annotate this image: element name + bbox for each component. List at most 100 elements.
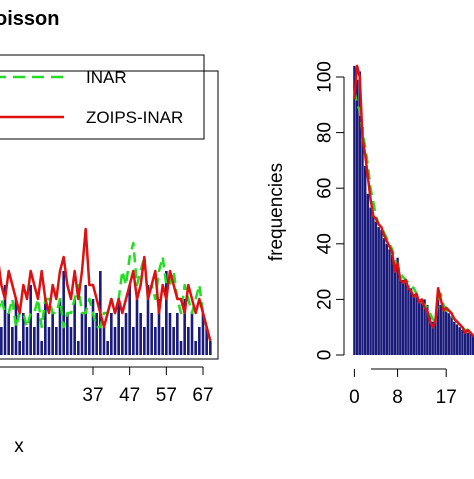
left-series-line-0 [0,241,212,342]
left-bar [121,327,124,355]
right-bar [404,282,407,355]
right-bar [388,249,391,355]
left-bar [22,313,25,355]
left-bar [209,341,212,355]
left-bar [117,299,120,355]
right-bar [399,277,402,355]
right-x-tick-label: 8 [392,387,403,408]
right-plot-area: 0 8 17 0 20 40 60 80 100 [315,61,474,408]
left-bar [7,313,10,355]
right-bar [453,321,456,355]
left-bar [110,313,113,355]
right-bar [463,329,467,355]
left-bar [77,341,80,355]
left-x-axis-label: x [14,436,24,457]
right-bar [445,310,448,355]
left-bar [33,327,36,355]
right-bar [374,221,378,355]
right-bar [358,71,361,355]
right-series-line-1 [353,64,474,339]
left-bar [132,327,135,355]
right-bar [469,332,472,355]
right-bar [364,165,367,355]
right-bar [461,329,464,355]
left-bar [161,327,164,355]
left-bar [190,313,194,355]
right-bar [436,293,440,355]
right-y-tick-label: 40 [315,233,336,254]
right-bar [412,293,415,355]
right-bar [393,263,397,355]
left-bar [88,327,91,355]
right-bar [472,335,474,355]
left-bar [69,327,73,355]
left-bar [176,313,179,355]
right-bar [420,302,424,355]
left-bar [124,313,128,355]
left-bar [143,327,146,355]
left-bar [102,327,106,355]
left-bar [18,341,21,355]
right-bar [458,327,461,355]
right-bar [382,238,386,355]
right-bar [401,279,405,355]
left-bar [157,299,161,355]
left-chart-title: oisson [0,8,59,30]
left-bar [80,313,84,355]
right-y-tick-label: 0 [315,350,336,361]
right-bar [372,216,375,355]
left-legend: INAR ZOIPS-INAR [0,54,205,140]
left-bar [36,313,40,355]
right-y-axis-label: frequencies [266,163,287,261]
right-x-tick-label: 0 [349,387,360,408]
left-bar [3,285,7,355]
left-bar [95,313,98,355]
left-bar [172,327,175,355]
left-bar [40,341,43,355]
right-bar [439,304,442,355]
left-bar [66,313,69,355]
right-bar [355,79,359,355]
left-series-line-1 [0,227,212,342]
left-bar [11,327,14,355]
right-bar [380,229,383,355]
left-x-tick-label: 47 [119,385,140,406]
right-bar [361,127,364,355]
left-bar [55,327,58,355]
right-bar [455,324,459,355]
right-bar [353,65,356,355]
right-bar [385,243,388,355]
right-bar [366,193,370,355]
left-bar [128,285,131,355]
right-bar [450,316,453,355]
left-bar [146,285,150,355]
right-bar [442,307,445,355]
left-bar [183,299,186,355]
right-bar [377,227,380,355]
left-plot-area: 37 47 57 67 [0,70,219,406]
left-bar [62,271,65,355]
left-bar [73,299,76,355]
right-bar [391,254,394,355]
left-plot-frame [0,70,219,360]
left-bar [194,341,197,355]
right-y-tick-label: 80 [315,122,336,143]
legend-zoips-label: ZOIPS-INAR [86,108,183,127]
right-bar [407,285,410,355]
left-bar [201,313,205,355]
left-bar [44,299,47,355]
left-bar [14,299,18,355]
left-x-tick-label: 57 [156,385,177,406]
left-bar [154,327,157,355]
left-x-tick-label: 37 [82,385,103,406]
left-bar [139,313,142,355]
left-bar [198,327,201,355]
right-bar [426,304,429,355]
legend-box [0,54,205,140]
left-bar [106,341,109,355]
legend-inar-label: INAR [86,68,127,87]
right-bar [447,313,451,355]
left-bar [179,341,183,355]
